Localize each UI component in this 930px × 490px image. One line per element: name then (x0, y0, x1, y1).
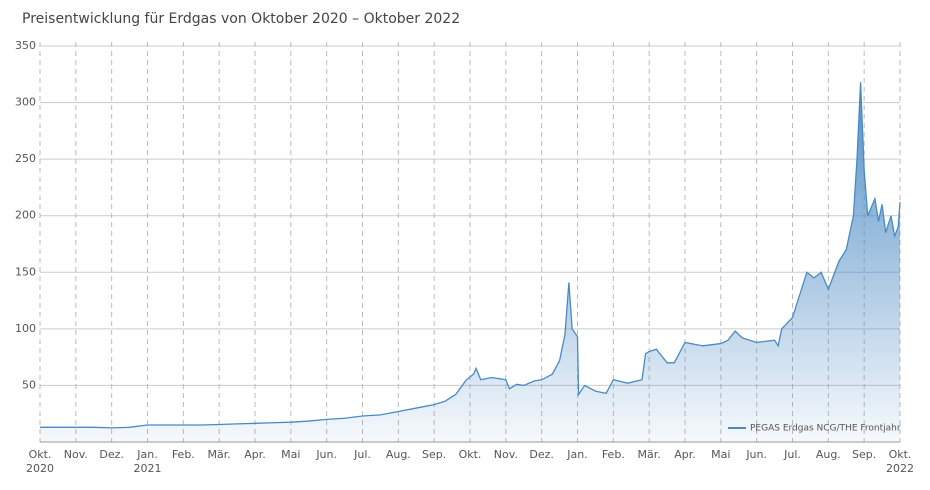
x-tick-label: Apr. (244, 448, 266, 461)
legend-label: PEGAS Erdgas NCG/THE Frontjahr (750, 424, 901, 434)
x-tick-label: Jul. (354, 448, 371, 461)
x-tick-label: Mai (281, 448, 301, 461)
x-tick-label: Dez. (99, 448, 124, 461)
y-tick-label: 250 (15, 152, 36, 165)
y-tick-label: 350 (15, 39, 36, 52)
y-tick-label: 50 (22, 378, 36, 391)
x-tick-label: Aug. (385, 448, 411, 461)
x-tick-label: Okt. 2022 (886, 448, 914, 475)
x-tick-label: Aug. (815, 448, 841, 461)
y-tick-label: 300 (15, 96, 36, 109)
x-tick-label: Nov. (493, 448, 518, 461)
area (40, 82, 900, 442)
x-tick-label: Sep. (852, 448, 877, 461)
x-tick-label: Jul. (784, 448, 801, 461)
x-tick-label: Apr. (674, 448, 696, 461)
x-tick-label: Mär. (207, 448, 231, 461)
x-tick-label: Mai (711, 448, 731, 461)
y-tick-label: 150 (15, 265, 36, 278)
x-tick-label: Jan. (567, 448, 588, 461)
x-tick-label: Jun. (316, 448, 337, 461)
x-tick-label: Nov. (63, 448, 88, 461)
chart-title: Preisentwicklung für Erdgas von Oktober … (22, 11, 461, 27)
x-tick-label: Jun. (746, 448, 767, 461)
x-tick-label: Okt. 2020 (26, 448, 54, 475)
x-tick-label: Feb. (171, 448, 195, 461)
x-tick-label: Jan. 2021 (133, 448, 162, 475)
line (40, 82, 901, 429)
x-tick-label: Okt. (458, 448, 482, 461)
y-tick-label: 200 (15, 209, 36, 222)
x-tick-label: Feb. (601, 448, 625, 461)
x-tick-label: Dez. (529, 448, 554, 461)
x-tick-label: Sep. (422, 448, 447, 461)
y-tick-label: 100 (15, 322, 36, 335)
x-tick-label: Mär. (637, 448, 661, 461)
